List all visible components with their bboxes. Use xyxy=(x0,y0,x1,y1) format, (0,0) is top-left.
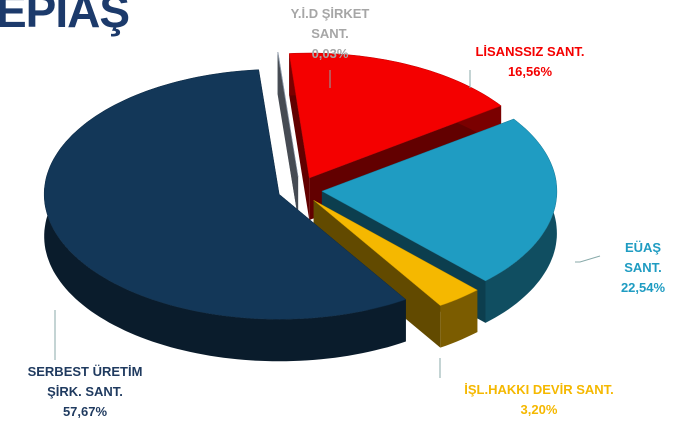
value-label: 22,54% xyxy=(620,280,666,295)
slice xyxy=(321,118,558,282)
slice xyxy=(288,52,502,179)
slice-label: Y.İ.D ŞİRKET SANT. 0,03% xyxy=(291,4,370,64)
value-label: 0,03% xyxy=(311,46,349,61)
slice-label: İŞL.HAKKI DEVİR SANT. 3,20% xyxy=(464,380,614,420)
slice-side xyxy=(277,52,279,95)
slice-side xyxy=(278,52,299,219)
value-label: 57,67% xyxy=(62,404,108,419)
category-name: LİSANSSIZ SANT. xyxy=(475,44,585,59)
leader-line xyxy=(575,255,601,263)
slice-side xyxy=(44,69,406,362)
slice-label: SERBEST ÜRETİM ŞİRK. SANT. 57,67% xyxy=(28,362,143,422)
category-name: EÜAŞ SANT. xyxy=(624,240,662,275)
category-name: SERBEST ÜRETİM ŞİRK. SANT. xyxy=(27,364,143,399)
slice-side xyxy=(440,290,478,348)
value-label: 3,20% xyxy=(520,402,558,417)
slice-label: EÜAŞ SANT. 22,54% xyxy=(619,238,668,298)
category-name: İŞL.HAKKI DEVİR SANT. xyxy=(464,382,614,397)
slice-side xyxy=(313,200,441,348)
logo: EPİAŞ xyxy=(0,0,130,37)
value-label: 16,56% xyxy=(507,64,553,79)
category-name: Y.İ.D ŞİRKET SANT. xyxy=(290,6,370,41)
slice xyxy=(43,69,407,320)
slice xyxy=(313,200,478,306)
slice xyxy=(277,52,299,177)
slice-tops xyxy=(43,52,558,320)
leader-lines xyxy=(54,70,601,378)
slice-label: LİSANSSIZ SANT. 16,56% xyxy=(475,42,584,82)
